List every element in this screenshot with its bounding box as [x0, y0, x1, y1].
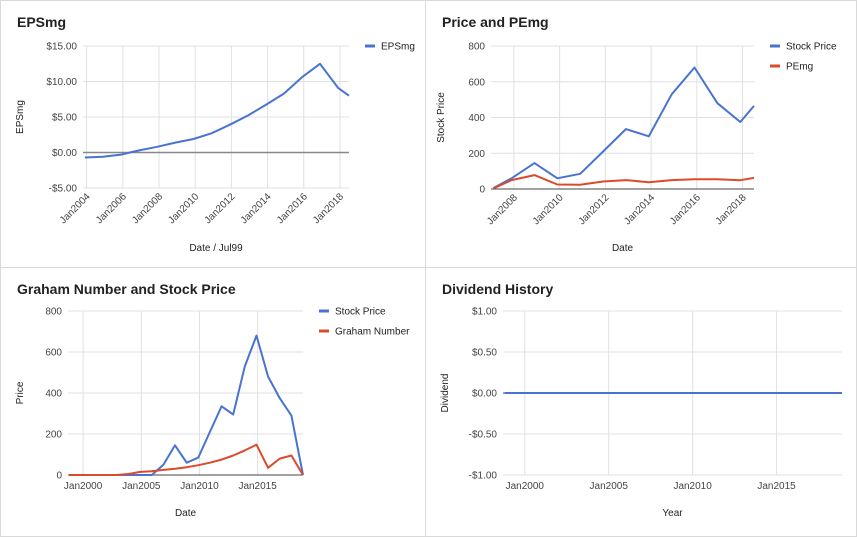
price-pemg-chart-panel: Price and PEmg 800 600 400 200 0 Jan2008 Jan201…: [425, 0, 857, 268]
x-tick-label: Jan2008: [130, 191, 165, 226]
y-axis-label: Dividend: [440, 374, 451, 413]
legend-label: Graham Number: [335, 327, 410, 338]
x-tick-label: Jan2014: [622, 192, 657, 227]
x-tick-label: Jan2018: [714, 192, 749, 227]
x-tick-label: Jan2005: [122, 481, 161, 492]
x-tick-label: Jan2010: [180, 481, 219, 492]
x-tick-label: Jan2016: [275, 191, 310, 226]
x-tick-label: Jan2004: [58, 191, 93, 226]
x-tick-label: Jan2015: [238, 481, 277, 492]
y-tick-label: 600: [468, 77, 485, 88]
y-tick-label: $1.00: [472, 307, 497, 318]
dividend-history-chart-panel: Dividend History $1.00 $0.50 $0.00 -$0.50 -$1…: [425, 267, 857, 537]
graham-number-chart-panel: Graham Number and Stock Price 800 600 400 20…: [0, 267, 426, 537]
y-tick-label: $15.00: [46, 42, 77, 53]
y-tick-label: 400: [468, 113, 485, 124]
x-axis-label: Date: [175, 508, 197, 519]
x-axis-label: Year: [662, 508, 683, 519]
y-tick-label: 800: [45, 307, 62, 318]
y-tick-label: 400: [45, 389, 62, 400]
y-tick-label: $0.00: [52, 148, 77, 159]
y-axis-label: Price: [15, 381, 26, 404]
x-tick-label: Jan2006: [94, 191, 129, 226]
y-tick-label: $5.00: [52, 113, 77, 124]
x-axis-label: Date: [612, 243, 634, 254]
x-tick-label: Jan2016: [668, 192, 703, 227]
series-line-pemg: [492, 174, 755, 190]
chart-svg: EPSmg $15.00 $10.00 $5.00 $0.00 -$5.00Jan2004…: [15, 14, 415, 254]
series-line-graham-number: [69, 443, 304, 476]
y-tick-label: -$5.00: [49, 184, 78, 195]
x-axis-label: Date / Jul99: [189, 243, 243, 254]
chart-svg: Dividend History $1.00 $0.50 $0.00 -$0.50 -$1…: [440, 281, 842, 519]
y-tick-label: $0.50: [472, 348, 497, 359]
y-tick-label: 200: [468, 149, 485, 160]
x-tick-label: Jan2000: [506, 481, 545, 492]
x-tick-label: Jan2010: [531, 192, 566, 227]
series-line-stock-price: [492, 66, 755, 189]
legend-label: EPSmg: [381, 42, 415, 53]
series-line-stock-price: [69, 334, 304, 476]
x-tick-label: Jan2010: [673, 481, 712, 492]
y-tick-label: 0: [56, 471, 62, 482]
chart-title: Dividend History: [442, 281, 553, 297]
chart-title: Graham Number and Stock Price: [17, 281, 236, 297]
y-tick-label: $0.00: [472, 389, 497, 400]
y-tick-label: -$1.00: [469, 471, 498, 482]
y-tick-label: 600: [45, 348, 62, 359]
series-line-epsmg: [84, 62, 350, 159]
x-tick-label: Jan2000: [64, 481, 103, 492]
y-axis-label: Stock Price: [436, 92, 447, 143]
legend-label: Stock Price: [335, 307, 386, 318]
chart-title: Price and PEmg: [442, 14, 549, 30]
x-tick-label: Jan2012: [577, 192, 612, 227]
y-tick-label: 0: [479, 185, 485, 196]
chart-svg: Graham Number and Stock Price 800 600 400 20…: [15, 281, 410, 519]
legend-label: Stock Price: [786, 42, 837, 53]
x-tick-label: Jan2012: [203, 191, 238, 226]
x-tick-label: Jan2005: [590, 481, 629, 492]
y-tick-label: 200: [45, 430, 62, 441]
legend-label: PEmg: [786, 62, 813, 73]
x-tick-label: Jan2010: [166, 191, 201, 226]
x-tick-label: Jan2014: [239, 191, 274, 226]
y-tick-label: 800: [468, 42, 485, 53]
epsmg-chart-panel: EPSmg $15.00 $10.00 $5.00 $0.00 -$5.00 Jan2004…: [0, 0, 426, 268]
x-tick-label: Jan2008: [485, 192, 520, 227]
y-tick-label: -$0.50: [469, 430, 498, 441]
x-tick-label: Jan2015: [757, 481, 796, 492]
x-tick-label: Jan2018: [311, 191, 346, 226]
y-axis-label: EPSmg: [15, 100, 26, 134]
chart-title: EPSmg: [17, 14, 66, 30]
y-tick-label: $10.00: [46, 77, 77, 88]
